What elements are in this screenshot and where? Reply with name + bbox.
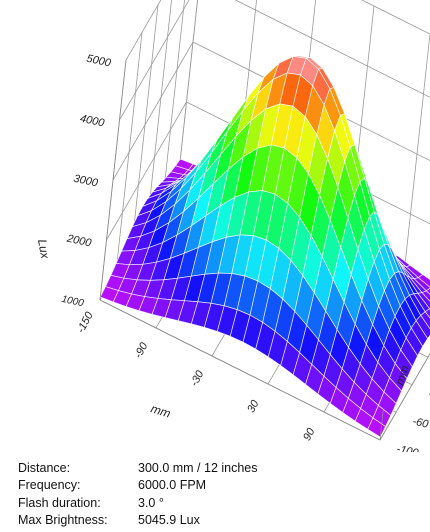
info-value: 6000.0 FPM — [138, 478, 207, 493]
gridline — [147, 0, 172, 218]
box-edge — [99, 59, 127, 301]
gridline — [119, 0, 190, 121]
info-label: Frequency: — [18, 478, 81, 493]
info-row-max-brightness: Max Brightness: 5045.9 Lux — [18, 512, 418, 530]
z-axis-ticks: 1000 2000 3000 4000 5000 — [60, 53, 112, 310]
y-tick-label: -60 — [411, 416, 430, 431]
gridline — [403, 33, 430, 275]
gridline — [115, 32, 143, 273]
gridline — [179, 0, 198, 163]
y-tick-label: -100 — [395, 443, 420, 452]
box-edge — [99, 299, 381, 441]
x-axis-label: mm — [149, 401, 172, 420]
info-row-distance: Distance: 300.0 mm / 12 inches — [18, 459, 418, 477]
surface-patch — [425, 287, 430, 295]
z-tick-label: 2000 — [65, 232, 93, 249]
surface-plot: 1000 2000 3000 4000 5000 -150 -90 -30 30 90 150 -… — [35, 0, 430, 452]
x-tick-label: 150 — [356, 451, 376, 452]
gridline — [125, 0, 162, 61]
box-edge — [379, 352, 430, 441]
gridline — [131, 4, 159, 245]
x-tick-label: -90 — [132, 340, 150, 360]
z-tick-label: 4000 — [79, 113, 106, 130]
x-tick-label: 30 — [245, 398, 262, 415]
surface — [99, 55, 430, 438]
info-panel: Distance: 300.0 mm / 12 inches Frequency… — [18, 459, 418, 529]
info-row-frequency: Frequency: 6000.0 FPM — [18, 477, 418, 495]
box-edge — [379, 409, 384, 441]
info-label: Distance: — [18, 460, 71, 475]
z-axis-label: Lux — [35, 238, 52, 260]
gridline — [361, 0, 430, 35]
info-value: 5045.9 Lux — [138, 513, 200, 528]
box-front-edges — [99, 59, 430, 441]
z-tick-label: 1000 — [60, 294, 84, 309]
gridline — [112, 41, 194, 181]
surface-patch — [424, 308, 430, 319]
x-tick-label: 90 — [301, 426, 318, 443]
z-tick-label: 3000 — [72, 173, 99, 190]
info-value: 300.0 mm / 12 inches — [138, 460, 258, 475]
y-tick-label: -20 — [427, 388, 430, 403]
gridline — [234, 0, 430, 98]
gridline — [106, 101, 187, 241]
info-value: 3.0 ° — [138, 495, 164, 510]
y-axis-label: mm — [393, 364, 412, 387]
z-tick-label: 5000 — [85, 53, 112, 70]
y-axis-ticks: -100-60-202060100 — [395, 388, 430, 452]
gridline — [179, 0, 198, 163]
x-tick-label: -30 — [188, 368, 206, 388]
x-tick-label: -150 — [75, 309, 96, 335]
info-label: Max Brightness: — [18, 513, 108, 528]
info-row-flash-duration: Flash duration: 3.0 ° — [18, 494, 418, 512]
info-label: Flash duration: — [18, 495, 101, 510]
gridline — [163, 0, 185, 190]
